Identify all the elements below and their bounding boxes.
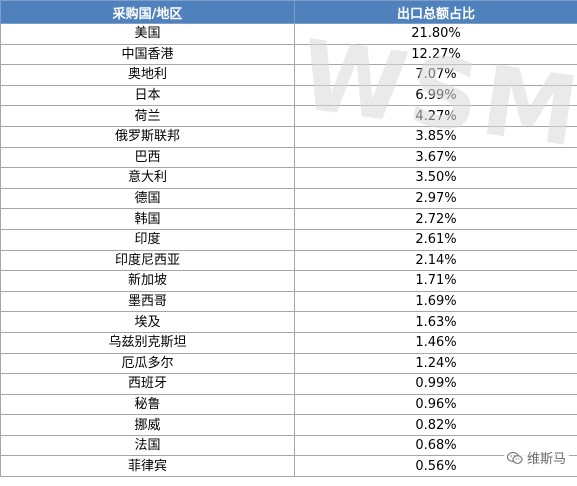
country-cell: 埃及	[0, 311, 295, 333]
country-cell: 墨西哥	[0, 290, 295, 313]
country-cell: 中国香港	[0, 43, 295, 66]
share-cell: 2.14%	[294, 249, 577, 272]
country-cell: 巴西	[0, 146, 295, 169]
country-cell: 印度	[0, 228, 295, 251]
table-row: 墨西哥 1.69%	[0, 290, 577, 313]
country-cell: 德国	[0, 187, 295, 210]
table-body: 美国 21.80% 中国香港 12.27% 奥地利 7.07% 日本 6.99% 荷兰 4.27%…	[0, 23, 577, 478]
share-cell: 7.07%	[294, 64, 577, 86]
table-row: 韩国 2.72%	[0, 208, 577, 230]
share-cell: 3.50%	[294, 167, 577, 189]
share-cell: 3.85%	[294, 125, 577, 148]
table-row: 荷兰 4.27%	[0, 105, 577, 127]
table-row: 埃及 1.63%	[0, 311, 577, 333]
table-row: 巴西 3.67%	[0, 146, 577, 169]
share-cell: 4.27%	[294, 105, 577, 127]
table-row: 印度 2.61%	[0, 228, 577, 251]
table-row: 秘鲁 0.96%	[0, 393, 577, 416]
table-row: 德国 2.97%	[0, 187, 577, 210]
country-cell: 俄罗斯联邦	[0, 125, 295, 148]
table-row: 新加坡 1.71%	[0, 270, 577, 292]
wechat-icon	[506, 451, 523, 465]
table-row: 奥地利 7.07%	[0, 64, 577, 86]
country-cell: 印度尼西亚	[0, 249, 295, 272]
country-cell: 日本	[0, 84, 295, 107]
country-cell: 韩国	[0, 208, 295, 230]
country-cell: 奥地利	[0, 64, 295, 86]
country-cell: 荷兰	[0, 105, 295, 127]
share-cell: 0.99%	[294, 373, 577, 395]
table-row: 印度尼西亚 2.14%	[0, 249, 577, 272]
share-cell: 0.82%	[294, 414, 577, 436]
country-cell: 意大利	[0, 167, 295, 189]
share-cell: 1.63%	[294, 311, 577, 333]
country-cell: 菲律宾	[0, 455, 295, 478]
country-cell: 乌兹别克斯坦	[0, 331, 295, 354]
share-cell: 1.24%	[294, 352, 577, 375]
country-cell: 美国	[0, 23, 295, 45]
table-row: 俄罗斯联邦 3.85%	[0, 125, 577, 148]
header-country: 采购国/地区	[0, 0, 295, 24]
wechat-badge: 维斯马	[503, 447, 569, 468]
table-row: 挪威 0.82%	[0, 414, 577, 436]
country-cell: 挪威	[0, 414, 295, 436]
share-cell: 6.99%	[294, 84, 577, 107]
header-export-share: 出口总额占比	[294, 0, 577, 24]
table-row: 日本 6.99%	[0, 84, 577, 107]
share-cell: 1.71%	[294, 270, 577, 292]
country-cell: 西班牙	[0, 373, 295, 395]
share-cell: 3.67%	[294, 146, 577, 169]
share-cell: 1.46%	[294, 331, 577, 354]
country-cell: 新加坡	[0, 270, 295, 292]
country-cell: 法国	[0, 434, 295, 457]
share-cell: 0.96%	[294, 393, 577, 416]
share-cell: 12.27%	[294, 43, 577, 66]
share-cell: 1.69%	[294, 290, 577, 313]
country-cell: 秘鲁	[0, 393, 295, 416]
table-row: 法国 0.68%	[0, 434, 577, 457]
share-cell: 21.80%	[294, 23, 577, 45]
table-header-row: 采购国/地区 出口总额占比	[0, 0, 577, 24]
country-cell: 厄瓜多尔	[0, 352, 295, 375]
share-cell: 2.72%	[294, 208, 577, 230]
table-row: 意大利 3.50%	[0, 167, 577, 189]
table-row: 美国 21.80%	[0, 23, 577, 45]
share-cell: 2.97%	[294, 187, 577, 210]
table-row: 西班牙 0.99%	[0, 373, 577, 395]
table-row: 中国香港 12.27%	[0, 43, 577, 66]
table-row: 乌兹别克斯坦 1.46%	[0, 331, 577, 354]
share-cell: 2.61%	[294, 228, 577, 251]
table-row: 菲律宾 0.56%	[0, 455, 577, 478]
table-row: 厄瓜多尔 1.24%	[0, 352, 577, 375]
badge-label: 维斯马	[526, 452, 566, 467]
